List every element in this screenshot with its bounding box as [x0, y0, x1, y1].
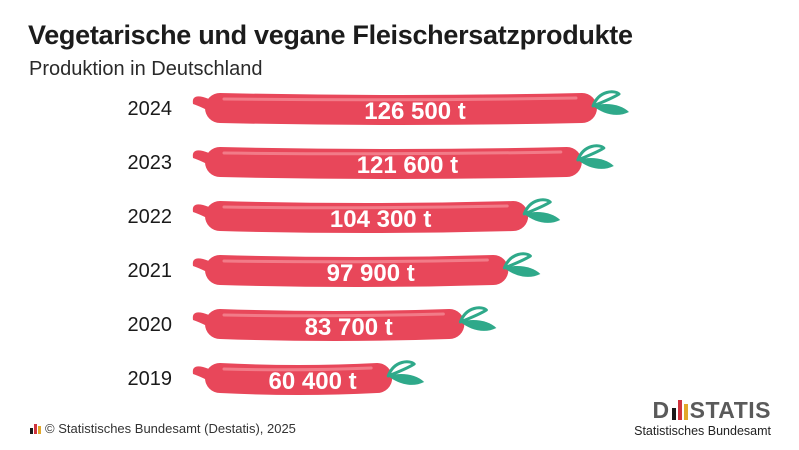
sausage-highlight: [222, 366, 373, 372]
sausage-tip: [192, 312, 209, 326]
value-label: 97 900 t: [327, 260, 415, 287]
leaf-icon: [502, 252, 532, 270]
destatis-wordmark: D STATIS: [652, 397, 771, 423]
leaf-icon: [591, 90, 621, 108]
leaf-icon: [593, 104, 629, 115]
sausage-tip: [192, 96, 209, 110]
value-label: 104 300 t: [330, 206, 431, 233]
sausage-highlight: [222, 150, 563, 156]
value-label: 126 500 t: [364, 98, 465, 125]
year-label: 2022: [128, 206, 173, 228]
destatis-bars-icon: [671, 400, 688, 420]
sausage-highlight: [222, 204, 509, 210]
sausage-highlight: [222, 96, 578, 102]
year-label: 2021: [128, 260, 173, 282]
source-text: © Statistisches Bundesamt (Destatis), 20…: [45, 421, 296, 436]
leaf-icon: [577, 158, 614, 169]
leaf-icon: [460, 320, 497, 331]
sausage-bar: 2022 104 300 t: [128, 198, 561, 233]
leaf-icon: [458, 306, 488, 324]
sausage-tip: [192, 204, 209, 218]
sausage-tip: [192, 366, 209, 380]
sausage-bar: 2021 97 900 t: [128, 252, 541, 287]
sausage-highlight: [222, 312, 445, 318]
value-label: 60 400 t: [269, 368, 357, 395]
sausage-bar: 2023 121 600 t: [128, 144, 614, 179]
destatis-subtitle: Statistisches Bundesamt: [634, 424, 771, 438]
sausage-tip: [192, 150, 209, 164]
sausage-tip: [192, 258, 209, 272]
source-note: © Statistisches Bundesamt (Destatis), 20…: [30, 421, 296, 436]
sausage-highlight: [222, 258, 489, 264]
leaf-icon: [522, 198, 552, 216]
chart-subtitle: Produktion in Deutschland: [29, 58, 263, 80]
leaf-icon: [386, 360, 416, 378]
chart-title: Vegetarische und vegane Fleischersatzpro…: [28, 20, 633, 50]
leaf-icon: [524, 212, 561, 223]
leaf-icon: [388, 374, 425, 385]
leaf-icon: [504, 266, 541, 277]
destatis-mini-logo-icon: [30, 423, 41, 434]
year-label: 2024: [128, 98, 173, 120]
leaf-icon: [576, 144, 606, 162]
year-label: 2019: [128, 368, 173, 390]
value-label: 121 600 t: [357, 152, 458, 179]
year-label: 2020: [128, 314, 173, 336]
sausage-bar: 2020 83 700 t: [128, 306, 497, 341]
year-label: 2023: [128, 152, 173, 174]
sausage-bar: 2024 126 500 t: [128, 90, 629, 125]
sausage-bar: 2019 60 400 t: [128, 360, 425, 395]
value-label: 83 700 t: [305, 314, 393, 341]
destatis-logo: D STATIS Statistisches Bundesamt: [634, 398, 771, 438]
